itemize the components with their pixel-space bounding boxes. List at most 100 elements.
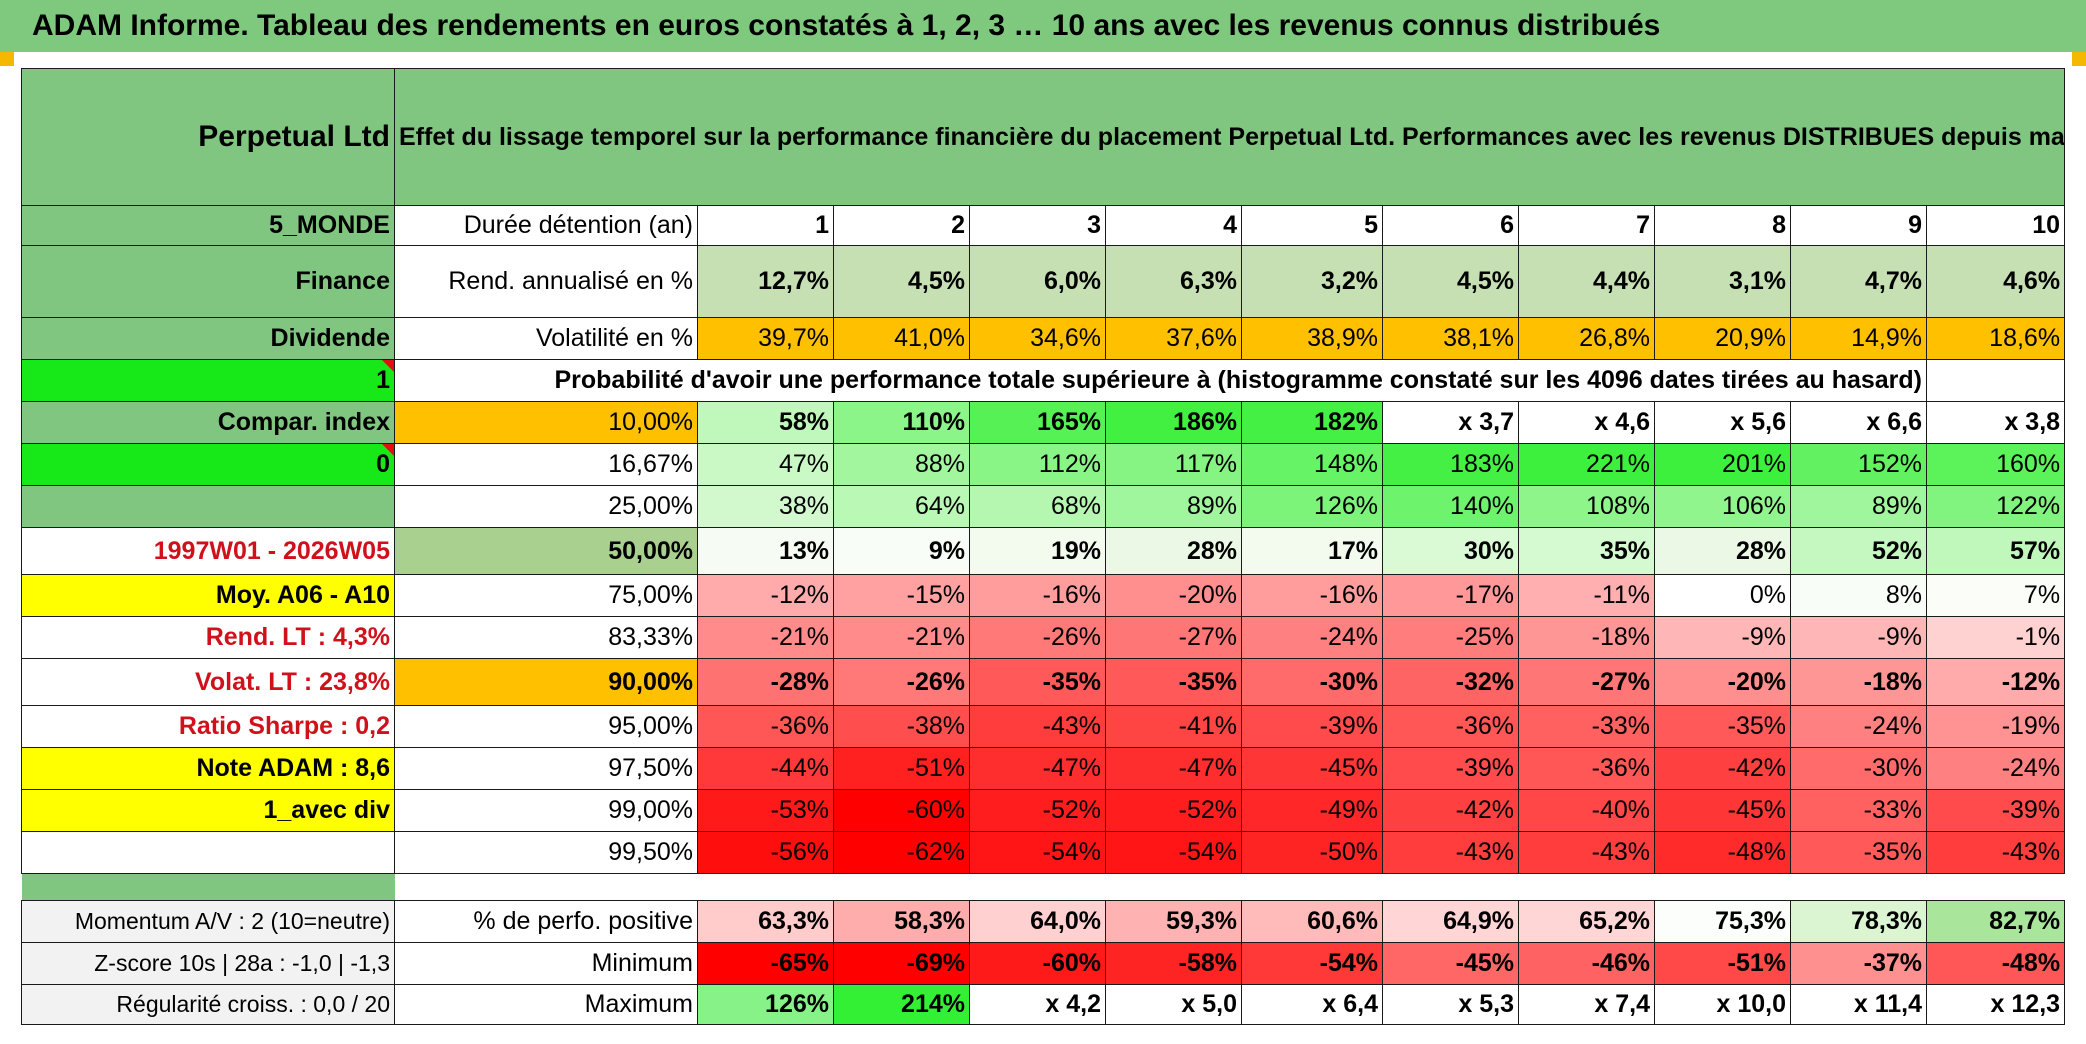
quantile-value: 57% xyxy=(1925,527,2066,575)
header-row: Perpetual Ltd Effet du lissage temporel s… xyxy=(21,68,2066,206)
quantile-label: 75,00% xyxy=(394,574,698,617)
year-header: 3 xyxy=(969,205,1106,246)
quantile-value: -45% xyxy=(1654,789,1791,832)
quantile-row: Moy. A06 - A10 75,00% -12% -15% -16% -20% -16%… xyxy=(21,574,2066,617)
report-title: ADAM Informe. Tableau des rendements en … xyxy=(0,0,2086,52)
vol-row: Dividende Volatilité en % 39,7% 41,0% 34,6% 3… xyxy=(21,317,2066,360)
vol-value: 37,6% xyxy=(1105,317,1242,360)
vol-value: 38,9% xyxy=(1241,317,1383,360)
quantile-value: 165% xyxy=(969,401,1106,444)
quantile-value: -16% xyxy=(969,574,1106,617)
quantile-label: 99,00% xyxy=(394,789,698,832)
quantile-label: 97,50% xyxy=(394,747,698,790)
quantile-value: x 4,6 xyxy=(1518,401,1655,444)
quantile-value: 140% xyxy=(1382,485,1519,528)
rend-value: 4,5% xyxy=(833,245,970,318)
flag-one: 1 xyxy=(21,359,395,402)
max-label: Maximum xyxy=(394,984,698,1025)
min-value: -54% xyxy=(1241,942,1383,985)
quantile-value: -51% xyxy=(833,747,970,790)
years-row: 5_MONDE Durée détention (an) 1 2 3 4 5 6 7 8 9 10 xyxy=(21,205,2066,246)
min-label: Minimum xyxy=(394,942,698,985)
min-row: Z-score 10s | 28a : -1,0 | -1,3 Minimum -6… xyxy=(21,942,2066,985)
category-label: 5_MONDE xyxy=(21,205,395,246)
quantile-value: -52% xyxy=(1105,789,1242,832)
quantile-value: 47% xyxy=(697,443,834,486)
quantile-value: -40% xyxy=(1518,789,1655,832)
quantile-value: -62% xyxy=(833,831,970,874)
quantile-value: 201% xyxy=(1654,443,1791,486)
quantile-row: Note ADAM : 8,6 97,50% -44% -51% -47% -47% -45… xyxy=(21,747,2066,790)
max-value: x 5,0 xyxy=(1105,984,1242,1025)
quantile-value: -60% xyxy=(833,789,970,832)
vol-value: 34,6% xyxy=(969,317,1106,360)
quantile-value: -11% xyxy=(1518,574,1655,617)
quantile-value: -9% xyxy=(1790,616,1927,659)
quantile-value: -47% xyxy=(969,747,1106,790)
corner-marker-left xyxy=(0,52,14,66)
quantile-row: 25,00% 38% 64% 68% 89% 126% 140% 108% 106% 89% 122… xyxy=(21,485,2066,528)
quantile-value: -25% xyxy=(1382,616,1519,659)
sector-label: Finance xyxy=(21,245,395,318)
returns-table: Perpetual Ltd Effet du lissage temporel s… xyxy=(21,68,2066,1025)
zscore-label: Z-score 10s | 28a : -1,0 | -1,3 xyxy=(21,942,395,985)
blank-cell xyxy=(21,873,395,901)
quantile-label: 50,00% xyxy=(394,527,698,575)
vol-value: 39,7% xyxy=(697,317,834,360)
pos-label: % de perfo. positive xyxy=(394,900,698,943)
quantile-value: -41% xyxy=(1105,705,1242,748)
moy-label: Moy. A06 - A10 xyxy=(21,574,395,617)
vol-value: 20,9% xyxy=(1654,317,1791,360)
min-value: -60% xyxy=(969,942,1106,985)
quantile-row: 1997W01 - 2026W05 50,00% 13% 9% 19% 28% 17% 30%… xyxy=(21,527,2066,575)
year-header: 5 xyxy=(1241,205,1383,246)
vol-label: Volatilité en % xyxy=(394,317,698,360)
quantile-value: -20% xyxy=(1654,658,1791,706)
year-header: 8 xyxy=(1654,205,1791,246)
quantile-value: -39% xyxy=(1382,747,1519,790)
quantile-value: 9% xyxy=(833,527,970,575)
quantile-value: 52% xyxy=(1790,527,1927,575)
gap-row xyxy=(21,873,2065,901)
quantile-value: -45% xyxy=(1241,747,1383,790)
min-value: -51% xyxy=(1654,942,1791,985)
quantile-value: 112% xyxy=(969,443,1106,486)
year-header: 1 xyxy=(697,205,834,246)
quantile-value: -35% xyxy=(1790,831,1927,874)
rend-value: 3,1% xyxy=(1654,245,1791,318)
quantile-row: Volat. LT : 23,8% 90,00% -28% -26% -35% -35% -… xyxy=(21,658,2066,706)
quantile-value: -35% xyxy=(969,658,1106,706)
quantile-value: 7% xyxy=(1925,574,2066,617)
quantile-value: -28% xyxy=(697,658,834,706)
max-row: Régularité croiss. : 0,0 / 20 Maximum 126%… xyxy=(21,984,2066,1025)
proba-label: Probabilité d'avoir une performance tota… xyxy=(394,359,1927,402)
quantile-value: x 3,7 xyxy=(1382,401,1519,444)
flag-zero: 0 xyxy=(21,443,395,486)
quantile-value: 68% xyxy=(969,485,1106,528)
fund-description: Effet du lissage temporel sur la perform… xyxy=(393,68,2066,206)
quantile-value: -35% xyxy=(1654,705,1791,748)
period-label: 1997W01 - 2026W05 xyxy=(21,527,395,575)
volat-lt-label: Volat. LT : 23,8% xyxy=(21,658,395,706)
quantile-value: -30% xyxy=(1241,658,1383,706)
quantile-value: -12% xyxy=(697,574,834,617)
quantile-label: 25,00% xyxy=(394,485,698,528)
corner-marker-right xyxy=(2072,52,2086,66)
max-value: x 10,0 xyxy=(1654,984,1791,1025)
quantile-value: -35% xyxy=(1105,658,1242,706)
quantile-row: Ratio Sharpe : 0,2 95,00% -36% -38% -43% -41%… xyxy=(21,705,2066,748)
quantile-label: 99,50% xyxy=(394,831,698,874)
max-value: x 6,4 xyxy=(1241,984,1383,1025)
rend-label: Rend. annualisé en % xyxy=(394,245,698,318)
max-value: x 11,4 xyxy=(1790,984,1927,1025)
year-header: 2 xyxy=(833,205,970,246)
quantile-value: -18% xyxy=(1790,658,1927,706)
max-value: x 12,3 xyxy=(1925,984,2066,1025)
quantile-value: 0% xyxy=(1654,574,1791,617)
quantile-row: Rend. LT : 4,3% 83,33% -21% -21% -26% -27% -24… xyxy=(21,616,2066,659)
quantile-value: -33% xyxy=(1518,705,1655,748)
pos-value: 63,3% xyxy=(697,900,834,943)
quantile-value: -42% xyxy=(1654,747,1791,790)
avec-div-label: 1_avec div xyxy=(21,789,395,832)
max-value: 214% xyxy=(833,984,970,1025)
